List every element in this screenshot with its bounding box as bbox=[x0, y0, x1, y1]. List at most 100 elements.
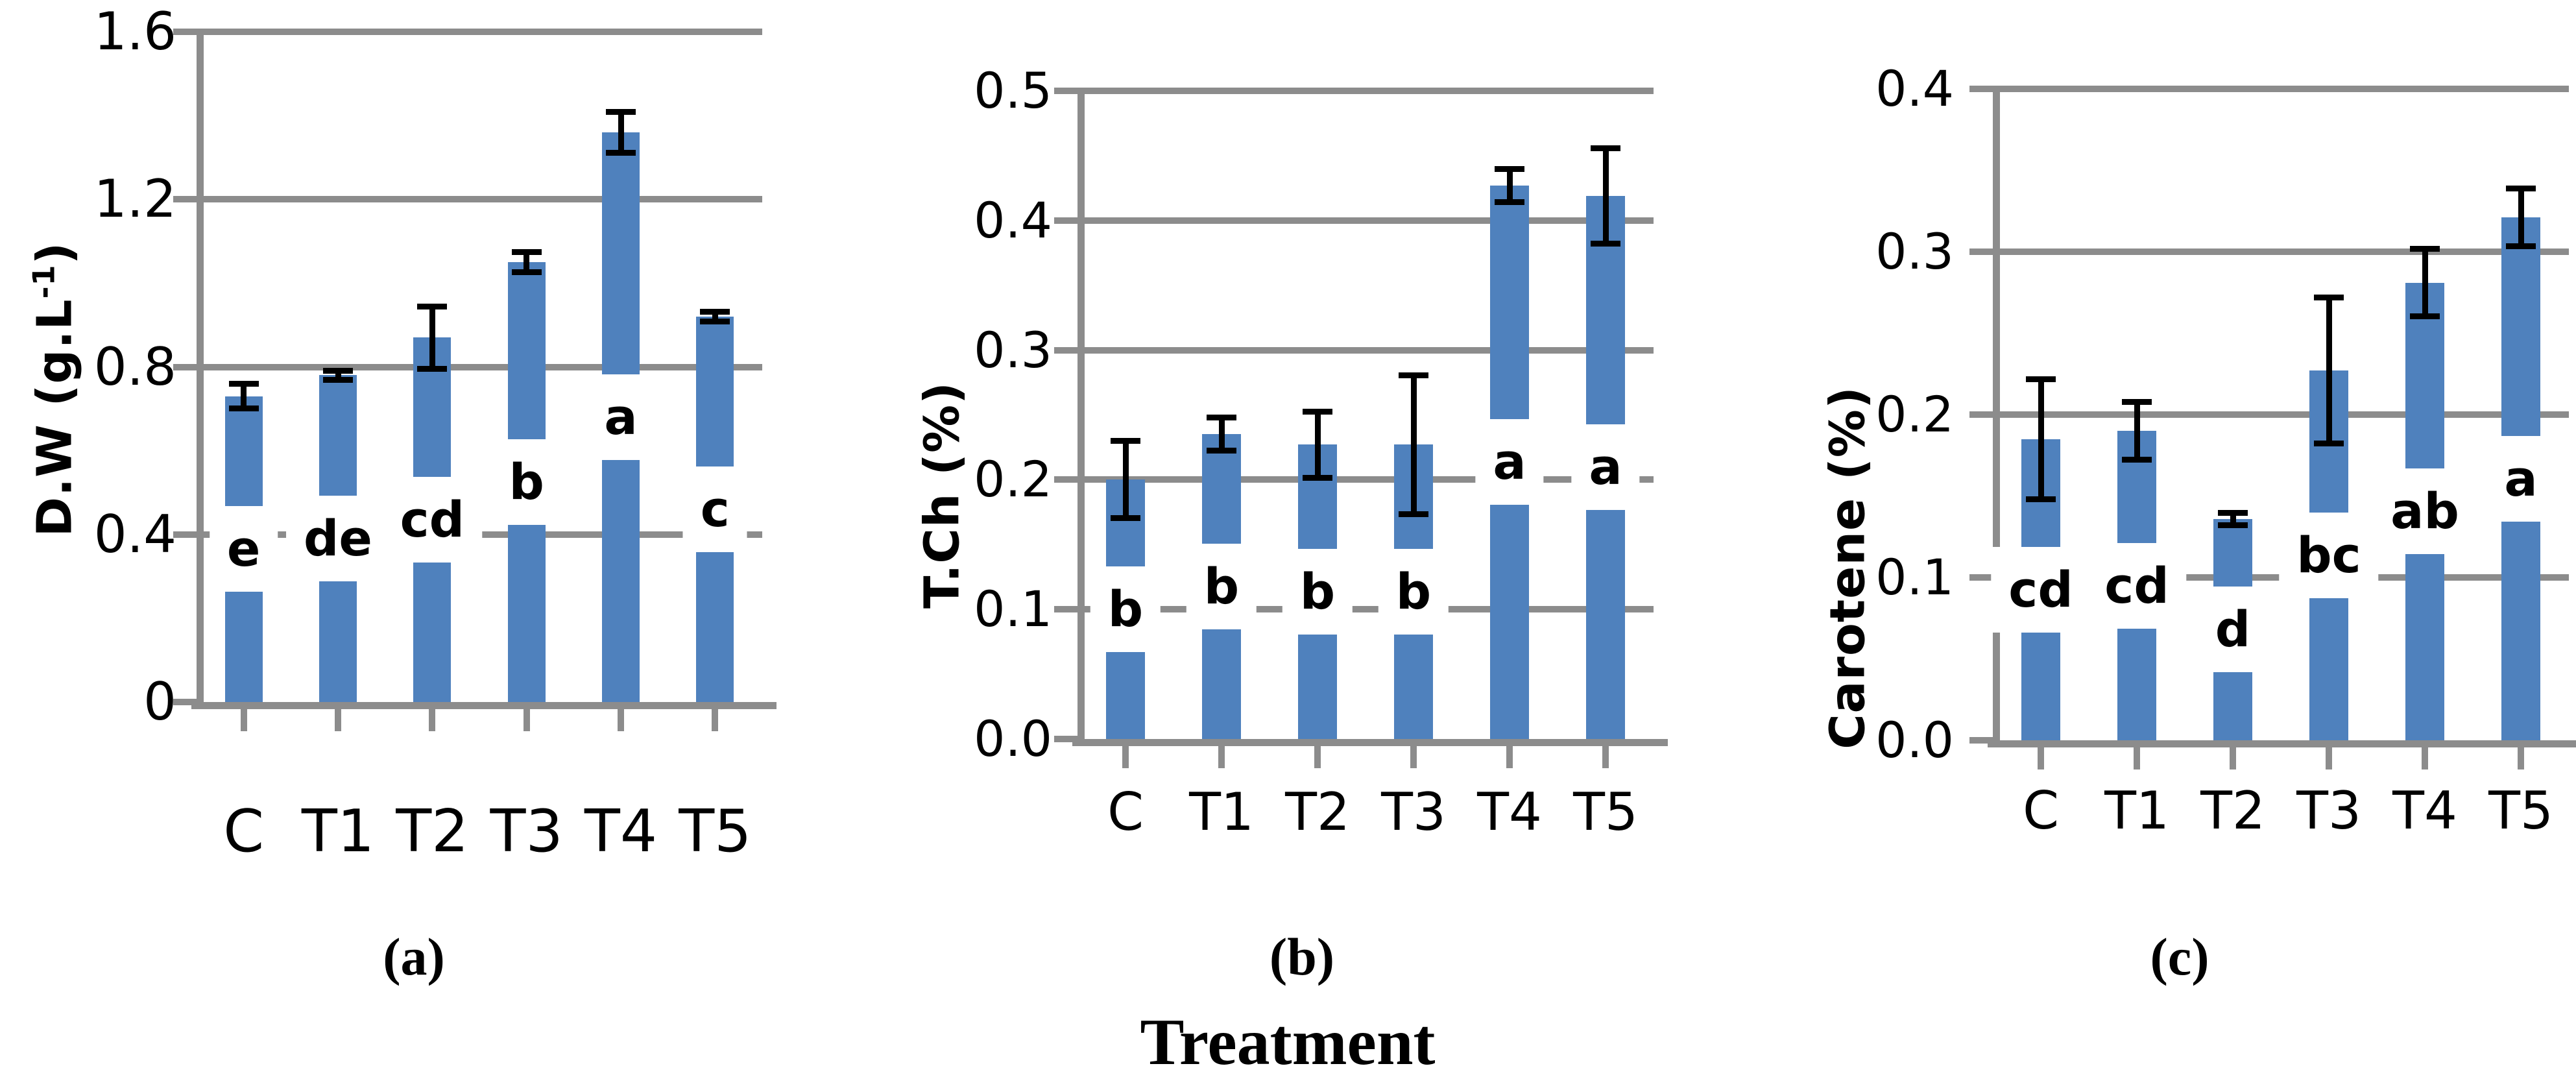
error-cap-bottom-a-T2 bbox=[417, 365, 448, 372]
error-bar-a-T4 bbox=[618, 111, 624, 154]
error-cap-top-b-T1 bbox=[1207, 415, 1236, 421]
y-tick-label-b-0.2: 0.2 bbox=[974, 450, 1052, 509]
error-cap-top-c-T2 bbox=[2218, 509, 2248, 516]
y-tick-label-b-0.5: 0.5 bbox=[974, 62, 1052, 119]
error-cap-bottom-b-T1 bbox=[1207, 448, 1236, 454]
y-tick-label-c-0.1: 0.1 bbox=[1875, 548, 1954, 606]
y-tick-a-1.2 bbox=[173, 196, 197, 203]
x-tick-a-T2 bbox=[429, 708, 436, 731]
error-cap-bottom-a-T5 bbox=[700, 318, 730, 324]
error-bar-c-C bbox=[2038, 378, 2044, 500]
x-cat-label-a-T3: T3 bbox=[490, 797, 563, 866]
gridline-b-0.4 bbox=[1077, 217, 1654, 224]
y-axis-c bbox=[1993, 86, 2000, 744]
error-cap-bottom-a-T1 bbox=[323, 377, 353, 383]
x-tick-b-T5 bbox=[1602, 745, 1609, 768]
x-axis-title: Treatment bbox=[1140, 1006, 1436, 1079]
error-cap-top-b-T4 bbox=[1495, 165, 1524, 172]
error-cap-top-b-T3 bbox=[1399, 372, 1428, 378]
sig-letter-b-C: b bbox=[1090, 566, 1161, 653]
x-cat-label-a-T2: T2 bbox=[396, 797, 469, 866]
x-tick-c-T1 bbox=[2134, 746, 2140, 769]
y-tick-label-c-0.4: 0.4 bbox=[1875, 60, 1954, 117]
y-tick-c-0.1 bbox=[1969, 574, 1993, 581]
y-tick-label-a-0.4: 0.4 bbox=[93, 503, 176, 564]
error-cap-bottom-b-T4 bbox=[1495, 199, 1524, 205]
sig-letter-b-T4: a bbox=[1475, 419, 1544, 505]
y-tick-label-a-1.2: 1.2 bbox=[93, 169, 176, 230]
gridline-a-0.8 bbox=[197, 363, 762, 370]
error-bar-b-C bbox=[1122, 441, 1129, 519]
x-tick-c-T4 bbox=[2422, 746, 2428, 769]
x-cat-label-b-T4: T4 bbox=[1477, 782, 1542, 842]
x-cat-label-c-T3: T3 bbox=[2296, 781, 2361, 841]
y-tick-a-0 bbox=[173, 699, 197, 705]
error-cap-top-b-C bbox=[1111, 438, 1140, 444]
x-tick-a-C bbox=[240, 708, 247, 731]
y-tick-b-0.5 bbox=[1054, 88, 1077, 94]
error-cap-bottom-b-T5 bbox=[1591, 240, 1620, 247]
error-cap-top-a-T5 bbox=[700, 309, 730, 315]
x-cat-label-b-T1: T1 bbox=[1189, 782, 1254, 842]
x-tick-c-C bbox=[2038, 746, 2044, 769]
y-tick-b-0.4 bbox=[1054, 217, 1077, 224]
x-cat-label-c-C: C bbox=[2023, 781, 2059, 841]
error-cap-top-c-T5 bbox=[2506, 186, 2536, 192]
y-tick-label-c-0.2: 0.2 bbox=[1875, 385, 1954, 443]
error-cap-top-c-T3 bbox=[2314, 295, 2344, 301]
error-cap-bottom-c-T1 bbox=[2122, 457, 2152, 463]
error-bar-b-T1 bbox=[1218, 417, 1225, 452]
x-axis-b bbox=[1072, 739, 1668, 746]
y-tick-a-1.6 bbox=[173, 29, 197, 35]
x-tick-a-T3 bbox=[523, 708, 530, 731]
x-cat-label-b-C: C bbox=[1107, 782, 1144, 842]
sig-letter-a-T5: c bbox=[682, 466, 747, 552]
sig-letter-a-T3: b bbox=[491, 439, 562, 526]
error-cap-bottom-c-T3 bbox=[2314, 441, 2344, 447]
y-tick-b-0.1 bbox=[1054, 606, 1077, 613]
sig-letter-c-T5: a bbox=[2486, 436, 2555, 522]
y-tick-a-0.8 bbox=[173, 363, 197, 370]
y-tick-label-b-0.4: 0.4 bbox=[974, 191, 1052, 249]
error-cap-bottom-c-T2 bbox=[2218, 522, 2248, 528]
y-axis-b bbox=[1077, 88, 1085, 742]
x-cat-label-c-T5: T5 bbox=[2488, 781, 2553, 841]
x-cat-label-a-C: C bbox=[223, 797, 265, 866]
error-bar-a-T1 bbox=[335, 370, 341, 381]
error-bar-a-T5 bbox=[712, 311, 718, 322]
error-bar-a-C bbox=[241, 383, 247, 409]
y-axis-a bbox=[197, 29, 204, 705]
panel-label-b: (b) bbox=[1269, 927, 1335, 986]
error-cap-top-a-T4 bbox=[606, 108, 636, 115]
sig-letter-c-T3: bc bbox=[2279, 513, 2379, 599]
y-tick-b-0.3 bbox=[1054, 346, 1077, 354]
error-cap-top-a-C bbox=[228, 381, 259, 387]
y-tick-c-0.2 bbox=[1969, 411, 1993, 418]
error-bar-c-T5 bbox=[2518, 188, 2524, 247]
sig-letter-b-T1: b bbox=[1186, 544, 1257, 630]
y-tick-label-a-1.6: 1.6 bbox=[93, 1, 176, 62]
error-bar-c-T1 bbox=[2134, 401, 2140, 461]
error-bar-a-T2 bbox=[429, 306, 435, 369]
error-cap-bottom-a-T3 bbox=[511, 269, 542, 276]
error-cap-top-c-T4 bbox=[2410, 245, 2440, 252]
sig-letter-c-C: cd bbox=[1991, 546, 2091, 633]
error-cap-top-b-T2 bbox=[1303, 408, 1332, 415]
y-tick-label-b-0.1: 0.1 bbox=[974, 580, 1052, 638]
y-tick-c-0.4 bbox=[1969, 86, 1993, 92]
error-cap-bottom-c-T4 bbox=[2410, 313, 2440, 320]
error-cap-bottom-a-T4 bbox=[606, 150, 636, 156]
error-bar-b-T5 bbox=[1602, 147, 1609, 244]
error-bar-a-T3 bbox=[524, 251, 530, 273]
gridline-c-0.3 bbox=[1993, 248, 2569, 255]
x-tick-c-T3 bbox=[2326, 746, 2332, 769]
x-tick-b-T2 bbox=[1314, 745, 1321, 768]
error-cap-top-a-T3 bbox=[511, 248, 542, 255]
x-cat-label-b-T2: T2 bbox=[1285, 782, 1350, 842]
gridline-b-0.5 bbox=[1077, 88, 1654, 94]
error-cap-top-c-T1 bbox=[2122, 398, 2152, 405]
y-tick-label-a-0: 0 bbox=[143, 672, 176, 732]
